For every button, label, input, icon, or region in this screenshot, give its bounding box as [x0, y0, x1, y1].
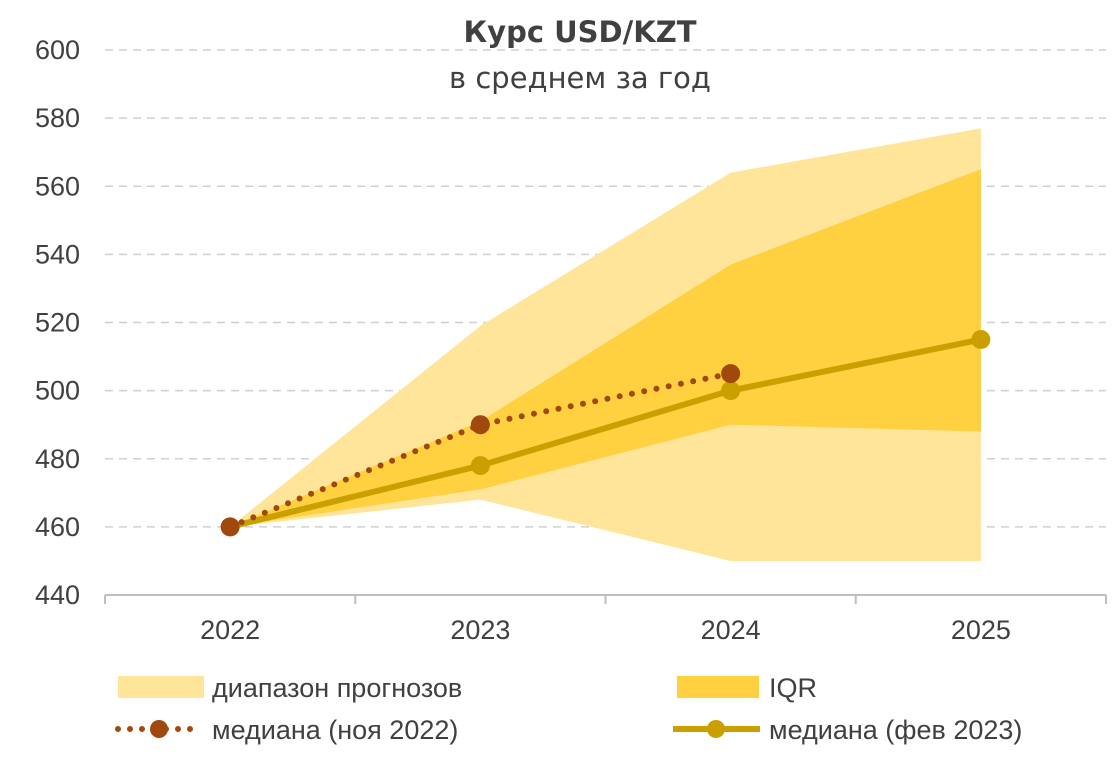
y-tick-label: 540 [35, 239, 80, 269]
forecast-bands [230, 128, 981, 561]
line-median-nov2022 [227, 370, 734, 530]
chart-subtitle: в среднем за год [449, 61, 711, 95]
x-axis-labels: 2022 2023 2024 2025 [200, 615, 1011, 645]
y-tick-label: 560 [35, 171, 80, 201]
y-tick-label: 480 [35, 444, 80, 474]
x-tick-label: 2024 [701, 615, 761, 645]
legend-label-feb2023: медиана (фев 2023) [769, 715, 1022, 745]
y-tick-label: 440 [35, 580, 80, 610]
line-median-feb2023 [229, 336, 982, 530]
point-median-feb2023 [971, 330, 991, 350]
legend-marker-nov2022 [150, 720, 168, 738]
point-median-nov2022 [721, 364, 741, 384]
legend-swatch-range [118, 676, 204, 698]
y-tick-label: 600 [35, 35, 80, 65]
chart-title: Курс USD/KZT [463, 15, 696, 49]
y-tick-label: 460 [35, 512, 80, 542]
point-median-feb2023 [721, 381, 741, 401]
series-lines [220, 330, 991, 537]
point-median-feb2023 [470, 456, 490, 476]
legend: диапазон прогнозов IQR медиана (ноя 2022… [115, 673, 1022, 745]
y-tick-label: 500 [35, 376, 80, 406]
legend-marker-feb2023 [707, 720, 725, 738]
x-axis [104, 594, 1107, 604]
legend-label-range: диапазон прогнозов [212, 673, 462, 703]
legend-swatch-iqr [677, 676, 759, 698]
point-median-nov2022 [470, 415, 490, 435]
legend-label-iqr: IQR [769, 673, 817, 703]
band-iqr [230, 169, 981, 527]
legend-label-nov2022: медиана (ноя 2022) [212, 715, 458, 745]
y-tick-label: 520 [35, 308, 80, 338]
x-tick-label: 2022 [200, 615, 260, 645]
y-axis-labels: 440 460 480 500 520 540 560 580 600 [35, 35, 80, 610]
x-tick-label: 2025 [951, 615, 1011, 645]
x-tick-label: 2023 [450, 615, 510, 645]
point-median-nov2022 [220, 517, 240, 537]
y-tick-label: 580 [35, 103, 80, 133]
